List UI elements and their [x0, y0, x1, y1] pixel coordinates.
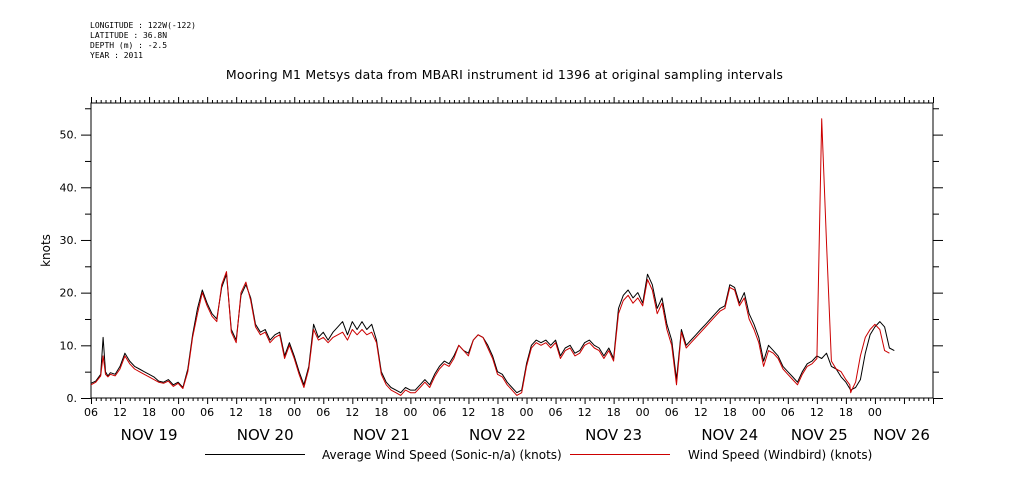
- x-day-label: NOV 22: [469, 426, 526, 444]
- x-hour-tick-label: 00: [171, 406, 185, 419]
- y-tick-label: 50.: [60, 129, 78, 142]
- y-axis-label: knots: [39, 234, 53, 267]
- x-hour-tick-label: 12: [229, 406, 243, 419]
- y-tick-label: 10.: [60, 339, 78, 352]
- chart-title: Mooring M1 Metsys data from MBARI instru…: [225, 67, 784, 82]
- x-day-label: NOV 20: [237, 426, 294, 444]
- x-hour-tick-label: 12: [345, 406, 359, 419]
- series-group: [90, 118, 895, 396]
- x-hour-tick-label: 06: [84, 406, 98, 419]
- x-hour-tick-label: 00: [868, 406, 882, 419]
- x-hour-tick-label: 18: [142, 406, 156, 419]
- legend: Average Wind Speed (Sonic-n/a) (knots) Wi…: [205, 448, 872, 462]
- series-line-1: [90, 273, 895, 394]
- x-hour-tick-label: 12: [113, 406, 127, 419]
- plot-frame: [90, 102, 934, 399]
- x-day-label: NOV 24: [701, 426, 758, 444]
- longitude-text: LONGITUDE : 122W(-122): [90, 21, 196, 30]
- x-hour-tick-label: 00: [636, 406, 650, 419]
- x-hour-tick-label: 18: [374, 406, 388, 419]
- latitude-text: LATITUDE : 36.8N: [90, 31, 168, 40]
- depth-text: DEPTH (m) : -2.5: [90, 41, 168, 50]
- x-hour-tick-label: 12: [578, 406, 592, 419]
- x-hour-tick-label: 00: [520, 406, 534, 419]
- x-hour-tick-label: 06: [781, 406, 795, 419]
- series-line-2: [90, 118, 890, 396]
- x-hour-tick-label: 06: [432, 406, 446, 419]
- x-hour-tick-label: 18: [258, 406, 272, 419]
- x-hour-tick-label: 18: [490, 406, 504, 419]
- y-tick-label: 20.: [60, 287, 78, 300]
- y-tick-label: 40.: [60, 181, 78, 194]
- x-hour-tick-label: 12: [694, 406, 708, 419]
- x-day-label: NOV 19: [121, 426, 178, 444]
- y-tick-label: 30.: [60, 234, 78, 247]
- metadata-block: LONGITUDE : 122W(-122) LATITUDE : 36.8N …: [90, 21, 196, 61]
- x-hour-tick-label: 06: [200, 406, 214, 419]
- x-hour-tick-label: 00: [287, 406, 301, 419]
- x-day-label: NOV 23: [585, 426, 642, 444]
- legend-label-2: Wind Speed (Windbird) (knots): [688, 448, 872, 462]
- x-day-label: NOV 25: [791, 426, 848, 444]
- x-day-label: NOV 26: [873, 426, 930, 444]
- axes-group: 06 12 18 00 06 12 18 00 06 12 18 00 06 12 18 00 06 12 18 00…: [60, 97, 943, 444]
- x-hour-tick-label: 06: [316, 406, 330, 419]
- x-hour-tick-label: 18: [607, 406, 621, 419]
- x-hour-tick-label: 06: [665, 406, 679, 419]
- x-hour-tick-label: 06: [549, 406, 563, 419]
- x-hour-tick-label: 12: [810, 406, 824, 419]
- x-hour-tick-label: 18: [723, 406, 737, 419]
- x-hour-tick-label: 18: [839, 406, 853, 419]
- x-hour-tick-label: 12: [461, 406, 475, 419]
- x-hour-tick-label: 00: [752, 406, 766, 419]
- year-text: YEAR : 2011: [90, 51, 143, 60]
- legend-label-1: Average Wind Speed (Sonic-n/a) (knots): [322, 448, 562, 462]
- x-hour-tick-label: 00: [403, 406, 417, 419]
- x-day-label: NOV 21: [353, 426, 410, 444]
- y-tick-label: 0.: [67, 392, 78, 405]
